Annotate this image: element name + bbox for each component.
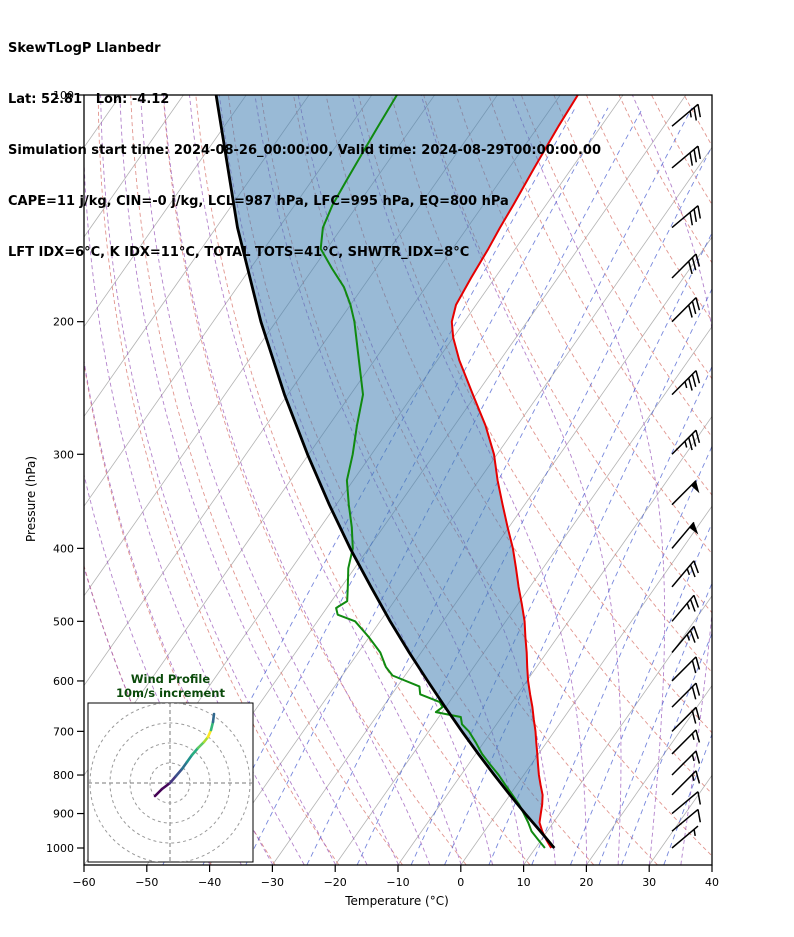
- figure-title: SkewTLogP Llanbedr: [8, 41, 161, 56]
- hodograph-ring: [129, 742, 211, 824]
- hodograph-ring: [109, 722, 231, 844]
- cape-shaded-area: [216, 95, 578, 848]
- pressure-tick-label: 300: [53, 448, 74, 461]
- header-block: SkewTLogP Llanbedr Lat: 52.81 Lon: -4.12…: [8, 6, 601, 295]
- hodograph-trace-segment: [185, 753, 194, 764]
- hodograph-trace-segment: [190, 746, 200, 757]
- hodograph-title-line2: 10m/s increment: [116, 686, 225, 700]
- hodograph-ring: [149, 762, 191, 804]
- parcel-curve: [214, 95, 556, 849]
- pressure-tick-label: 200: [53, 316, 74, 329]
- hodograph-trace-segment: [153, 787, 164, 798]
- temperature-tick-label: −60: [72, 876, 95, 889]
- hodograph-title: Wind Profile 10m/s increment: [88, 672, 253, 700]
- temperature-axis: −60 −50 −40 −30 −20 −10 0 10 20 30 40: [72, 865, 719, 889]
- pressure-tick-label: 1000: [46, 842, 74, 855]
- hodograph-trace-segment: [174, 767, 184, 778]
- pressure-tick-label: 400: [53, 542, 74, 555]
- temperature-tick-label: −40: [198, 876, 221, 889]
- indices-line-1: CAPE=11 j/kg, CIN=-0 j/kg, LCL=987 hPa, …: [8, 194, 509, 209]
- dewpoint-curve: [319, 95, 546, 849]
- hodograph-title-line1: Wind Profile: [130, 672, 211, 686]
- temperature-tick-label: 30: [642, 876, 656, 889]
- temperature-axis-label: Temperature (°C): [345, 894, 449, 908]
- time-line: Simulation start time: 2024-08-26_00:00:…: [8, 143, 601, 158]
- pressure-tick-label: 900: [53, 808, 74, 821]
- temperature-tick-label: −30: [261, 876, 284, 889]
- hodograph-trace-segment: [196, 740, 206, 750]
- temperature-tick-label: −20: [324, 876, 347, 889]
- hodograph-ring: [89, 703, 251, 862]
- temperature-tick-label: 10: [517, 876, 531, 889]
- pressure-axis-label: Pressure (hPa): [24, 455, 38, 542]
- hodograph-trace-segment: [211, 712, 216, 724]
- pressure-tick-label: 800: [53, 769, 74, 782]
- temperature-tick-label: −10: [386, 876, 409, 889]
- pressure-axis: 100 200 300 400 500 600 700 800 900 1000: [46, 89, 84, 855]
- temperature-tick-label: 40: [705, 876, 719, 889]
- hodograph-trace-segment: [160, 781, 172, 791]
- hodograph-inset: [87, 702, 254, 863]
- temperature-curve: [450, 95, 579, 849]
- location-line: Lat: 52.81 Lon: -4.12: [8, 92, 170, 107]
- indices-line-2: LFT IDX=6°C, K IDX=11°C, TOTAL TOTS=41°C…: [8, 245, 470, 260]
- pressure-tick-label: 500: [53, 615, 74, 628]
- temperature-tick-label: 0: [457, 876, 464, 889]
- pressure-tick-label: 600: [53, 675, 74, 688]
- hodograph-trace-segment: [180, 760, 189, 771]
- temperature-tick-label: −50: [135, 876, 158, 889]
- hodograph-trace-segment: [209, 720, 215, 732]
- wind-barbs: [671, 103, 702, 849]
- pressure-tick-label: 100: [53, 89, 74, 102]
- moist-adiabats: [84, 95, 712, 865]
- hodograph-trace-segment: [168, 774, 178, 785]
- pressure-tick-label: 700: [53, 725, 74, 738]
- temperature-tick-label: 20: [579, 876, 593, 889]
